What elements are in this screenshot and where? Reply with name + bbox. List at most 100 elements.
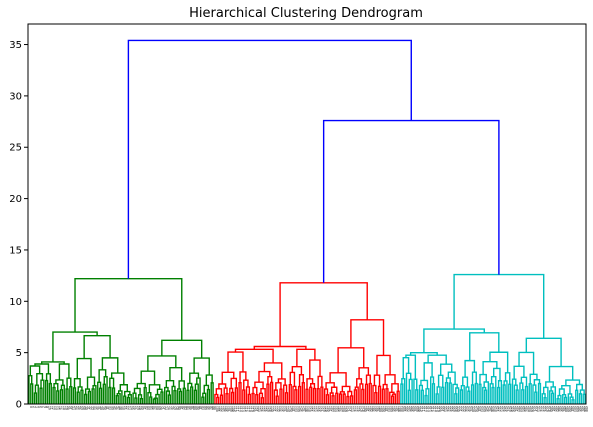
y-tick-label-15: 15 bbox=[9, 245, 22, 256]
leaf-label-274: 274 bbox=[539, 406, 543, 412]
y-tick-label-5: 5 bbox=[16, 348, 22, 359]
leaf-label-7: 7 bbox=[42, 406, 46, 408]
dendrogram-link-16 bbox=[59, 389, 64, 404]
leaf-label-71: 71 bbox=[161, 406, 165, 410]
dendrogram-link-109 bbox=[234, 387, 238, 404]
dendrogram-link-56 bbox=[134, 397, 138, 404]
leaf-label-218: 218 bbox=[434, 406, 438, 412]
leaf-label-35: 35 bbox=[94, 406, 98, 410]
leaf-label-259: 259 bbox=[511, 406, 515, 412]
dendrogram-link-235 bbox=[470, 384, 475, 404]
dendrogram-link-158 bbox=[325, 394, 330, 404]
leaf-label-186: 186 bbox=[375, 406, 379, 412]
leaf-label-46: 46 bbox=[114, 406, 118, 410]
dendrogram-link-223 bbox=[454, 393, 458, 404]
leaf-label-96: 96 bbox=[207, 406, 211, 410]
dendrogram-link-95 bbox=[210, 382, 214, 404]
leaf-label-57: 57 bbox=[135, 406, 139, 410]
dendrogram-link-239 bbox=[478, 383, 482, 404]
leaf-label-19: 19 bbox=[64, 406, 68, 410]
leaf-label-101: 101 bbox=[217, 406, 221, 412]
dendrogram-link-276 bbox=[550, 392, 555, 404]
leaf-label-136: 136 bbox=[282, 406, 286, 412]
leaf-label-84: 84 bbox=[185, 406, 189, 410]
leaf-label-145: 145 bbox=[299, 406, 303, 412]
dendrogram-link-42 bbox=[111, 387, 116, 404]
leaf-label-286: 286 bbox=[561, 406, 565, 412]
dendrogram-link-185 bbox=[377, 385, 382, 404]
dendrogram-link-63 bbox=[149, 396, 153, 404]
leaf-label-185: 185 bbox=[373, 406, 377, 412]
dendrogram-link-251 bbox=[502, 384, 506, 404]
leaf-label-249: 249 bbox=[492, 406, 496, 412]
leaf-label-287: 287 bbox=[563, 406, 567, 412]
dendrogram-link-256 bbox=[469, 332, 500, 361]
leaf-label-82: 82 bbox=[181, 406, 185, 410]
leaf-label-197: 197 bbox=[395, 406, 399, 412]
leaf-label-107: 107 bbox=[228, 406, 232, 412]
leaf-label-271: 271 bbox=[533, 406, 537, 412]
leaf-label-227: 227 bbox=[451, 406, 455, 412]
dendrogram-link-255 bbox=[489, 351, 509, 373]
dendrogram-link-91 bbox=[201, 396, 205, 404]
dendrogram-link-195 bbox=[384, 374, 396, 385]
leaf-label-126: 126 bbox=[263, 406, 267, 412]
dendrogram-link-271 bbox=[529, 373, 538, 384]
leaf-label-0: 0 bbox=[29, 406, 33, 408]
leaf-label-240: 240 bbox=[475, 406, 479, 412]
leaf-label-235: 235 bbox=[466, 406, 470, 412]
leaf-label-288: 288 bbox=[565, 406, 569, 412]
leaf-label-178: 178 bbox=[360, 406, 364, 412]
dendrogram-link-104 bbox=[225, 392, 229, 404]
leaf-label-102: 102 bbox=[219, 406, 223, 412]
leaf-label-129: 129 bbox=[269, 406, 273, 412]
leaf-label-217: 217 bbox=[433, 406, 437, 412]
dendrogram-link-227 bbox=[439, 363, 453, 376]
leaf-label-91: 91 bbox=[198, 406, 202, 410]
leaf-label-221: 221 bbox=[440, 406, 444, 412]
dendrogram-link-126 bbox=[266, 383, 270, 404]
dendrogram-link-132 bbox=[279, 388, 283, 404]
leaf-label-169: 169 bbox=[343, 406, 347, 412]
dendrogram-link-190 bbox=[390, 395, 395, 404]
leaf-label-50: 50 bbox=[122, 406, 126, 410]
leaf-label-160: 160 bbox=[327, 406, 331, 412]
leaf-label-263: 263 bbox=[518, 406, 522, 412]
leaf-label-181: 181 bbox=[366, 406, 370, 412]
leaf-label-153: 153 bbox=[314, 406, 318, 412]
leaf-label-256: 256 bbox=[505, 406, 509, 412]
leaf-label-1: 1 bbox=[31, 406, 35, 408]
leaf-label-144: 144 bbox=[297, 406, 301, 412]
dendrogram-link-234 bbox=[462, 376, 469, 388]
dendrogram-link-222 bbox=[445, 377, 451, 384]
leaf-label-30: 30 bbox=[85, 406, 89, 410]
leaf-label-175: 175 bbox=[354, 406, 358, 412]
dendrogram-link-230 bbox=[459, 389, 464, 404]
leaf-label-159: 159 bbox=[325, 406, 329, 412]
dendrogram-link-114 bbox=[247, 393, 251, 404]
dendrogram-link-112 bbox=[238, 382, 242, 404]
dendrogram-link-167 bbox=[339, 391, 345, 395]
leaf-label-205: 205 bbox=[410, 406, 414, 412]
leaf-label-172: 172 bbox=[349, 406, 353, 412]
leaf-label-246: 246 bbox=[486, 406, 490, 412]
leaf-label-48: 48 bbox=[118, 406, 122, 410]
dendrogram-link-249 bbox=[493, 367, 501, 381]
dendrogram-link-113 bbox=[242, 389, 246, 404]
leaf-label-284: 284 bbox=[557, 406, 561, 412]
leaf-label-139: 139 bbox=[287, 406, 291, 412]
leaf-label-203: 203 bbox=[407, 406, 411, 412]
dendrogram-link-80 bbox=[182, 387, 186, 404]
leaf-label-27: 27 bbox=[79, 406, 83, 410]
dendrogram-link-261 bbox=[521, 389, 525, 404]
leaf-label-226: 226 bbox=[449, 406, 453, 412]
dendrogram-link-164 bbox=[325, 382, 335, 390]
leaf-label-285: 285 bbox=[559, 406, 563, 412]
dendrogram-link-196 bbox=[376, 354, 391, 376]
leaf-label-208: 208 bbox=[416, 406, 420, 412]
dendrogram-link-160 bbox=[331, 395, 335, 404]
dendrogram-link-187 bbox=[381, 388, 385, 404]
y-tick-label-0: 0 bbox=[16, 400, 22, 411]
dendrogram-link-273 bbox=[543, 397, 547, 404]
leaf-label-52: 52 bbox=[126, 406, 130, 410]
